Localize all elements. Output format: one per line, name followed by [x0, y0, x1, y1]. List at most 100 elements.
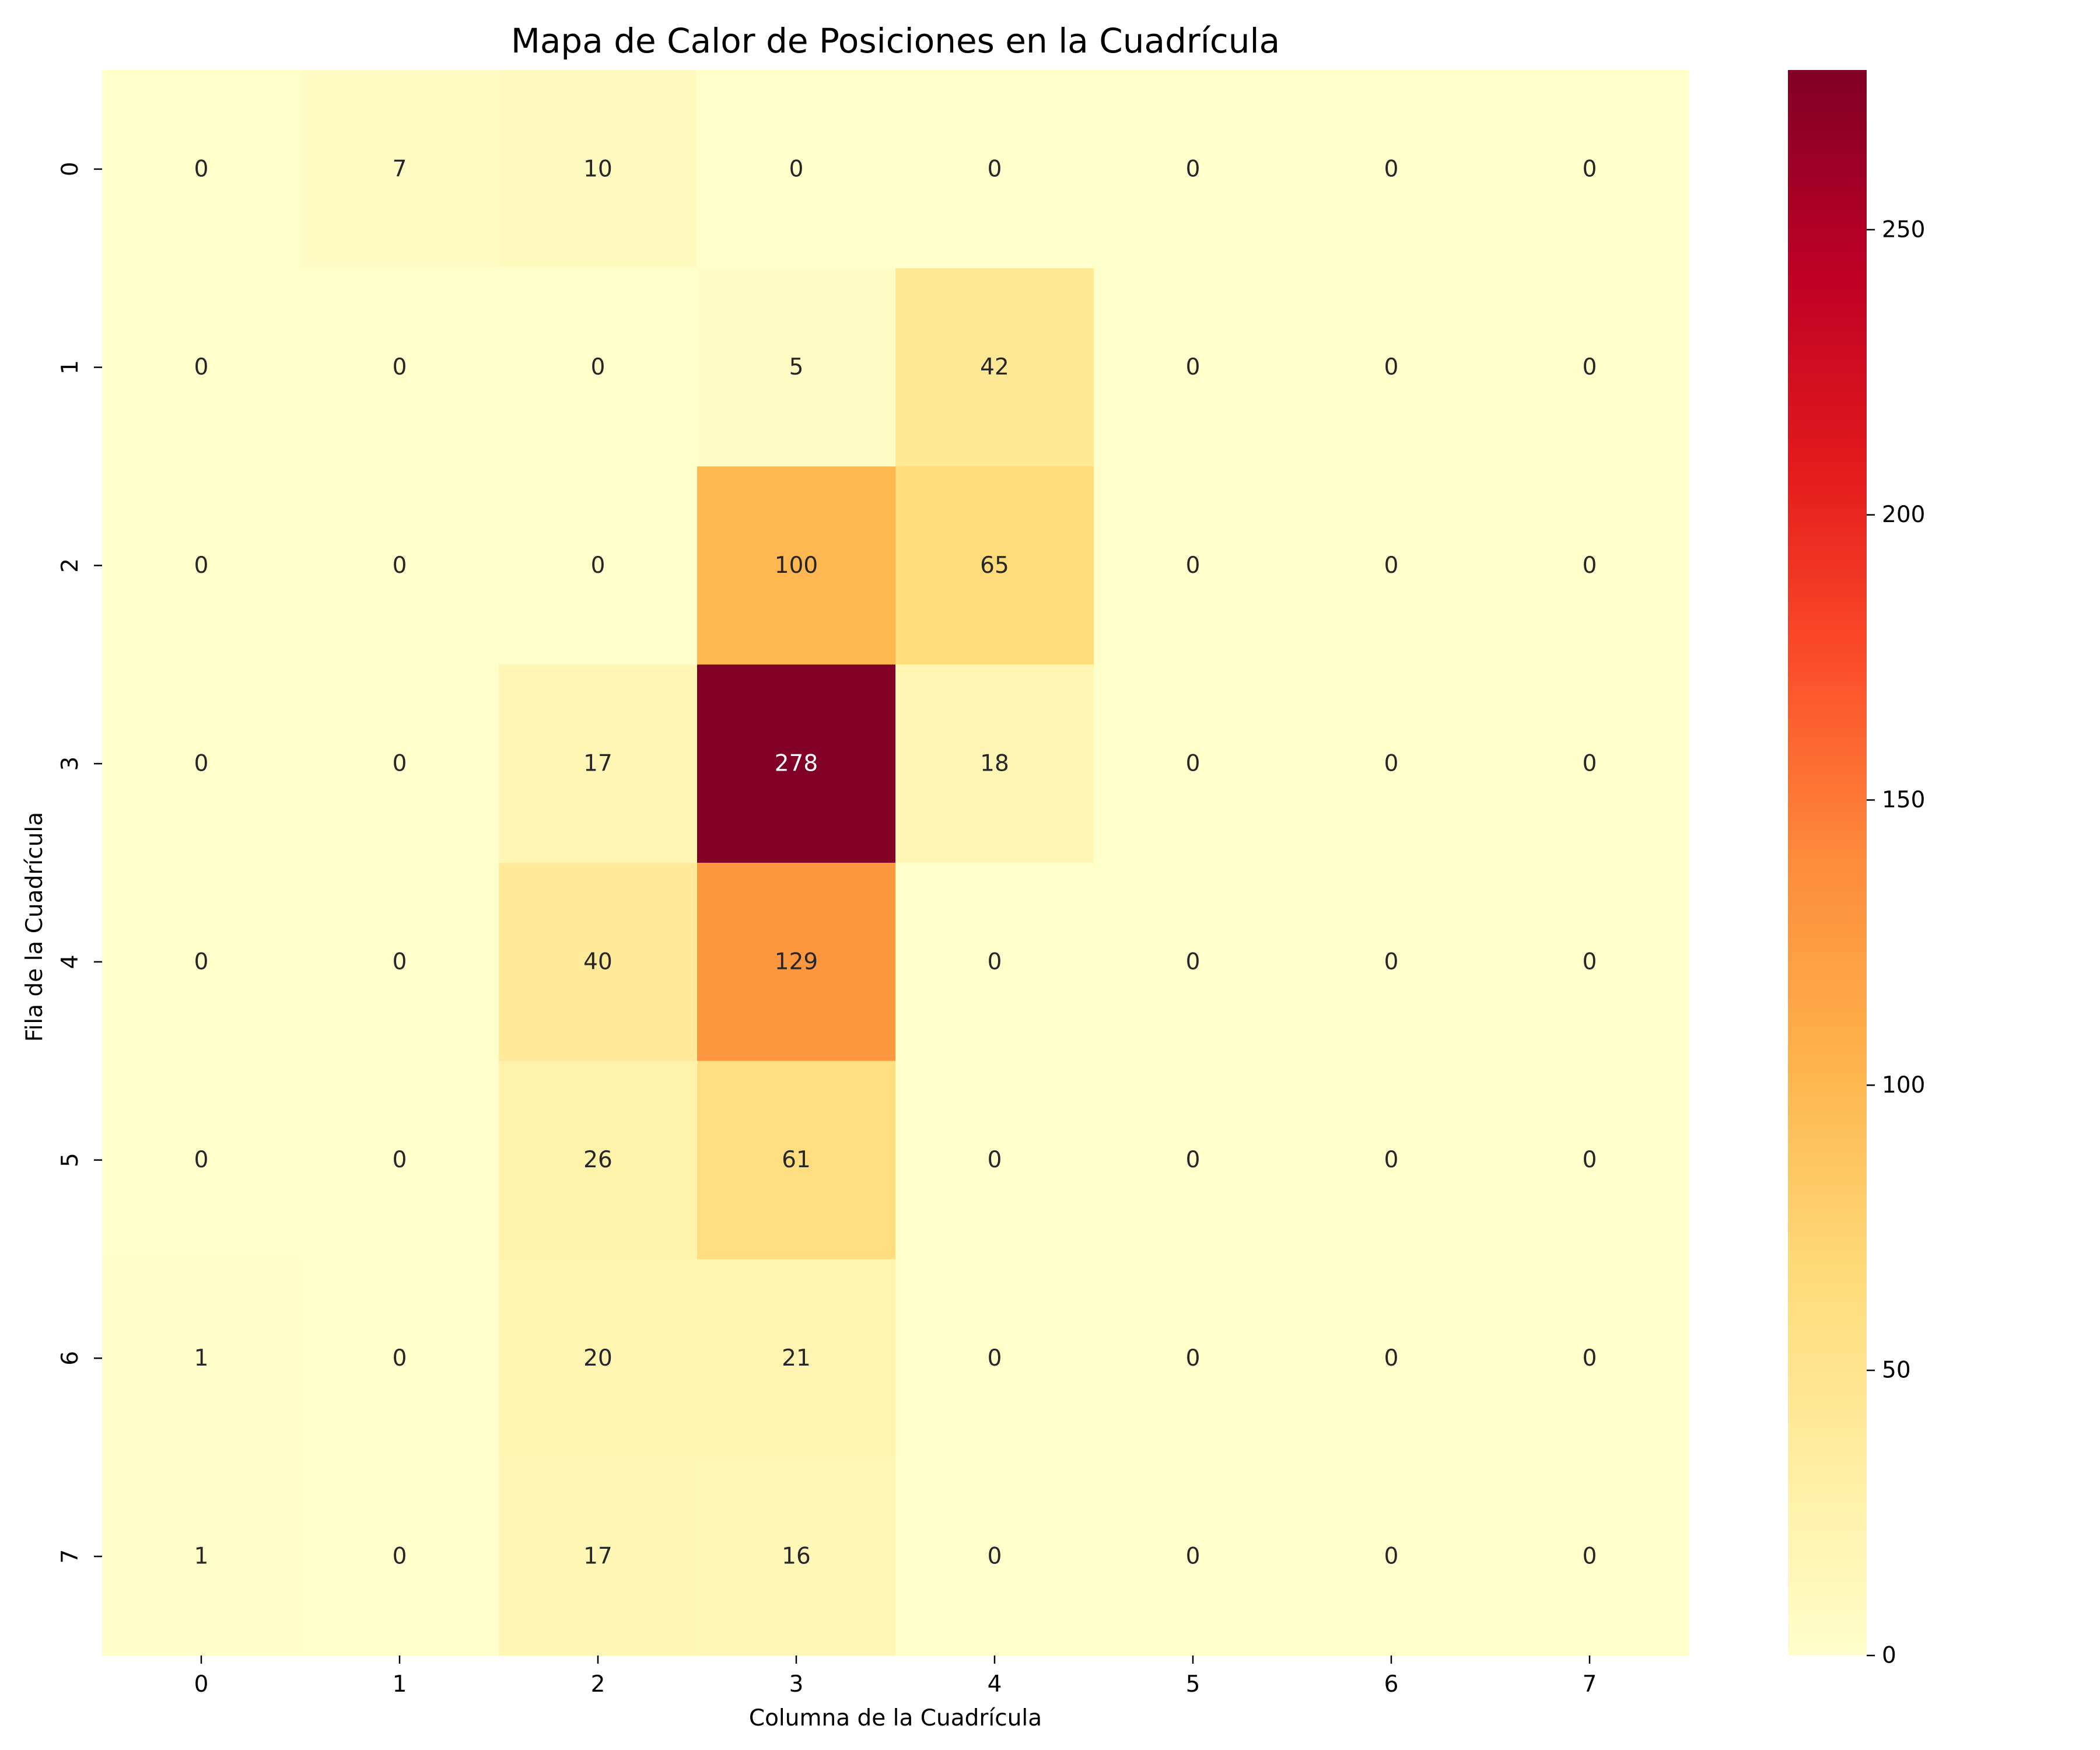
cell-value-label: 0: [194, 156, 209, 182]
heatmap-cell: [300, 268, 499, 467]
cell-value-label: 0: [1583, 354, 1597, 380]
cell-value-label: 0: [1384, 354, 1399, 380]
cell-value-label: 0: [393, 949, 407, 975]
cell-value-label: 0: [194, 751, 209, 777]
heatmap-cell: [1094, 664, 1293, 863]
cell-value-label: 1: [194, 1345, 209, 1371]
y-tick-label: 4: [57, 954, 83, 969]
heatmap-cell: [895, 863, 1094, 1062]
cell-value-label: 0: [1384, 949, 1399, 975]
heatmap-cell: [300, 1060, 499, 1260]
cell-value-label: 0: [789, 156, 804, 182]
heatmap-cell: [300, 466, 499, 665]
x-tick-label: 0: [194, 1671, 209, 1698]
cell-value-label: 0: [1186, 1147, 1200, 1173]
heatmap-cell: [1292, 863, 1491, 1062]
x-tick-label: 5: [1186, 1671, 1200, 1698]
x-axis: 0 1 2 3 4 5 6 7: [194, 1656, 1597, 1698]
heatmap-cell: [499, 664, 698, 863]
cell-value-label: 0: [1583, 156, 1597, 182]
cell-value-label: 129: [775, 949, 818, 975]
heatmap-cell: [102, 70, 301, 269]
colorbar-tick-label: 100: [1882, 1072, 1925, 1098]
cell-value-label: 0: [393, 1345, 407, 1371]
heatmap-cells: [102, 70, 1689, 1656]
cell-value-label: 0: [194, 949, 209, 975]
heatmap-cell: [697, 1457, 896, 1656]
heatmap-cell: [499, 268, 698, 467]
heatmap-cell: [1094, 863, 1293, 1062]
y-tick-label: 2: [57, 558, 83, 573]
heatmap-cell: [895, 1259, 1094, 1458]
cell-value-label: 20: [583, 1345, 612, 1371]
cell-value-label: 0: [988, 1147, 1002, 1173]
heatmap-cell: [1490, 1259, 1689, 1458]
cell-value-label: 40: [583, 949, 612, 975]
colorbar-tick-label: 250: [1882, 216, 1925, 243]
cell-value-label: 0: [1384, 751, 1399, 777]
heatmap-cell: [499, 1060, 698, 1260]
heatmap-cell: [895, 466, 1094, 665]
cell-value-label: 0: [1186, 1345, 1200, 1371]
heatmap-cell: [697, 863, 896, 1062]
heatmap-cell: [1094, 1060, 1293, 1260]
y-tick-label: 3: [57, 757, 83, 771]
y-tick-label: 6: [57, 1351, 83, 1366]
cell-value-label: 0: [1583, 552, 1597, 579]
heatmap-cell: [1094, 466, 1293, 665]
heatmap-cell: [1490, 1457, 1689, 1656]
heatmap-cell: [499, 70, 698, 269]
heatmap-cell: [102, 268, 301, 467]
cell-value-label: 42: [980, 354, 1009, 380]
heatmap-cell: [1490, 268, 1689, 467]
heatmap-cell: [1292, 70, 1491, 269]
cell-value-label: 0: [194, 552, 209, 579]
heatmap-cell-labels: 0 7 10 0 0 0 0 00 0 0 5 42 0 0 00 0 0 100 65 0 0 00 0 17 278 18 0 0…: [194, 156, 1597, 1569]
heatmap-cell: [102, 1060, 301, 1260]
y-axis: 0 1 2 3 4 5 6 7: [57, 162, 102, 1564]
cell-value-label: 7: [393, 156, 407, 182]
cell-value-label: 0: [591, 354, 606, 380]
heatmap-cell: [300, 664, 499, 863]
cell-value-label: 0: [988, 949, 1002, 975]
colorbar-ticks: 0 50 100 150 200 250: [1867, 216, 1925, 1669]
heatmap-cell: [895, 70, 1094, 269]
cell-value-label: 0: [393, 751, 407, 777]
heatmap-cell: [102, 1259, 301, 1458]
cell-value-label: 0: [1186, 552, 1200, 579]
cell-value-label: 65: [980, 552, 1009, 579]
cell-value-label: 0: [988, 1544, 1002, 1570]
cell-value-label: 0: [591, 552, 606, 579]
heatmap-cell: [697, 1060, 896, 1260]
cell-value-label: 0: [1384, 552, 1399, 579]
colorbar-tick-label: 50: [1882, 1357, 1911, 1384]
cell-value-label: 10: [583, 156, 612, 182]
heatmap-cell: [1292, 268, 1491, 467]
heatmap-cell: [300, 1457, 499, 1656]
y-tick-label: 7: [57, 1549, 83, 1564]
x-tick-label: 2: [591, 1671, 606, 1698]
cell-value-label: 0: [1384, 1147, 1399, 1173]
cell-value-label: 0: [194, 1147, 209, 1173]
cell-value-label: 17: [583, 751, 612, 777]
heatmap-cell: [499, 1457, 698, 1656]
cell-value-label: 0: [393, 1544, 407, 1570]
cell-value-label: 1: [194, 1544, 209, 1570]
heatmap-cell: [300, 1259, 499, 1458]
cell-value-label: 21: [782, 1345, 811, 1371]
cell-value-label: 100: [775, 552, 818, 579]
cell-value-label: 0: [1186, 1544, 1200, 1570]
cell-value-label: 0: [393, 354, 407, 380]
heatmap-cell: [102, 863, 301, 1062]
x-tick-label: 4: [988, 1671, 1002, 1698]
cell-value-label: 0: [1583, 1345, 1597, 1371]
heatmap-cell: [697, 466, 896, 665]
cell-value-label: 5: [789, 354, 804, 380]
y-tick-label: 1: [57, 360, 83, 374]
cell-value-label: 0: [1186, 354, 1200, 380]
heatmap-cell: [697, 268, 896, 467]
heatmap-cell: [697, 70, 896, 269]
heatmap-cell: [1094, 1457, 1293, 1656]
cell-value-label: 0: [1583, 949, 1597, 975]
heatmap-cell: [895, 1457, 1094, 1656]
